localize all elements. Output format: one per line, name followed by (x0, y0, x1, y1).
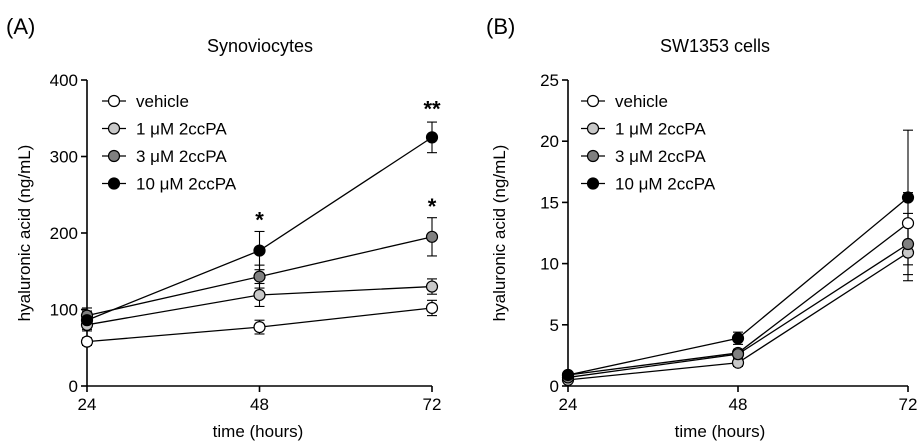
significance-mark: ** (423, 97, 441, 122)
data-point (253, 288, 266, 302)
legend-marker (107, 177, 121, 190)
legend-marker (586, 149, 600, 163)
legend-label: 10 μM 2ccPA (615, 175, 716, 194)
data-point (901, 237, 915, 251)
significance-mark: * (255, 208, 264, 233)
y-tick-label: 20 (540, 132, 559, 151)
x-tick-label: 24 (559, 395, 578, 414)
data-point (561, 368, 575, 382)
y-tick-label: 0 (550, 377, 559, 396)
legend-marker (586, 94, 600, 108)
data-point (425, 301, 439, 315)
legend-label: vehicle (136, 92, 189, 111)
legend-label: vehicle (615, 92, 668, 111)
legend-label: 1 μM 2ccPA (615, 120, 706, 139)
legend-marker (107, 149, 121, 163)
x-tick-label: 72 (423, 395, 442, 414)
panel-a: (A) Synoviocytes time (hours) hyaluronic… (6, 14, 441, 441)
y-tick-label: 200 (50, 224, 78, 243)
legend-label: 10 μM 2ccPA (136, 175, 237, 194)
legend-label: 3 μM 2ccPA (136, 147, 227, 166)
data-point (253, 320, 266, 334)
x-axis-label: time (hours) (675, 422, 766, 441)
y-tick-label: 400 (50, 71, 78, 90)
y-tick-label: 300 (50, 148, 78, 167)
data-point (731, 348, 745, 361)
data-point (80, 314, 94, 327)
chart-title: SW1353 cells (660, 36, 770, 56)
panel-b: (B) SW1353 cells time (hours) hyaluronic… (486, 14, 917, 441)
y-axis-label: hyaluronic acid (ng/mL) (15, 145, 34, 322)
data-point (425, 131, 439, 144)
legend-marker (586, 122, 600, 135)
x-tick-label: 48 (250, 395, 269, 414)
legend-marker (586, 177, 600, 190)
data-point (80, 335, 94, 348)
y-tick-label: 15 (540, 193, 559, 212)
data-point (425, 230, 439, 243)
y-tick-label: 0 (69, 377, 78, 396)
y-tick-label: 100 (50, 301, 78, 320)
x-tick-label: 24 (78, 395, 97, 414)
legend-label: 1 μM 2ccPA (136, 120, 227, 139)
significance-mark: * (428, 194, 437, 219)
x-tick-label: 72 (899, 395, 918, 414)
chart-title: Synoviocytes (207, 36, 313, 56)
legend-marker (107, 122, 121, 135)
panel-label: (B) (486, 14, 515, 39)
data-point (731, 332, 745, 345)
legend-label: 3 μM 2ccPA (615, 147, 706, 166)
data-point (901, 191, 915, 204)
y-tick-label: 10 (540, 255, 559, 274)
legend-marker (107, 94, 121, 108)
data-point (253, 244, 266, 257)
x-axis-label: time (hours) (213, 422, 304, 441)
y-tick-label: 25 (540, 71, 559, 90)
data-point (425, 280, 439, 293)
y-tick-label: 5 (550, 316, 559, 335)
data-point (901, 217, 915, 230)
panel-label: (A) (6, 14, 35, 39)
y-axis-label: hyaluronic acid (ng/mL) (490, 145, 509, 322)
x-tick-label: 48 (729, 395, 748, 414)
data-point (253, 270, 266, 283)
